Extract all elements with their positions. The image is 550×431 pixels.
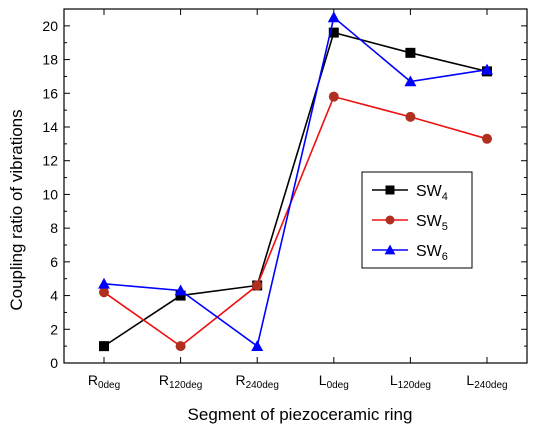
- y-tick-label: 8: [50, 220, 58, 236]
- data-point-circle: [482, 133, 492, 144]
- data-point-circle: [385, 215, 395, 225]
- series-sw6: [98, 11, 493, 351]
- plot-area-border: [63, 8, 528, 364]
- legend-label: SW6: [416, 243, 448, 263]
- x-axis-ticks: R0deg R120deg R240deg L0deg L120deg L240deg: [88, 9, 508, 391]
- x-tick-label: L240deg: [466, 372, 507, 391]
- data-point-circle: [328, 91, 339, 102]
- y-axis-title: Coupling ratio of vibrations: [7, 109, 26, 310]
- data-point-square: [385, 185, 395, 195]
- y-tick-label: 10: [42, 186, 58, 202]
- legend: SW4 SW5 SW6: [361, 171, 473, 269]
- x-tick-label: R0deg: [88, 372, 120, 391]
- y-axis-ticks: 0 2 4 6 8 10 12 14 16 18 20: [42, 18, 527, 371]
- data-point-triangle: [404, 75, 417, 87]
- x-axis-title: Segment of piezoceramic ring: [188, 405, 413, 424]
- y-tick-label: 20: [42, 18, 58, 34]
- data-point-circle: [99, 287, 109, 298]
- x-tick-label: L120deg: [390, 372, 431, 391]
- y-tick-label: 6: [50, 254, 58, 270]
- data-point-circle: [175, 341, 186, 352]
- y-tick-label: 0: [50, 355, 58, 371]
- data-point-square: [405, 47, 416, 58]
- data-point-square: [328, 27, 339, 38]
- data-point-circle: [405, 111, 416, 122]
- x-tick-label: R120deg: [159, 372, 203, 391]
- series-line: [103, 31, 488, 347]
- data-point-triangle: [327, 11, 340, 23]
- y-tick-label: 14: [42, 119, 58, 135]
- series-line: [103, 15, 488, 348]
- x-tick-label: L0deg: [319, 372, 349, 391]
- data-point-circle: [252, 280, 263, 291]
- y-tick-label: 4: [50, 288, 58, 304]
- legend-label: SW4: [416, 183, 448, 203]
- data-point-square: [175, 290, 186, 301]
- data-point-square: [99, 341, 109, 352]
- x-tick-label: R240deg: [235, 372, 279, 391]
- series-line: [103, 95, 488, 348]
- series-sw5: [99, 91, 492, 352]
- data-point-triangle: [384, 244, 396, 255]
- y-tick-label: 12: [42, 153, 58, 169]
- data-point-triangle: [174, 284, 187, 296]
- y-tick-label: 18: [42, 52, 58, 68]
- y-tick-label: 2: [50, 321, 58, 337]
- plot-frame: [63, 8, 528, 364]
- data-point-triangle: [251, 340, 264, 351]
- data-point-triangle: [481, 63, 493, 75]
- y-tick-label: 16: [42, 85, 58, 101]
- series-layer: [98, 11, 493, 352]
- legend-label: SW5: [416, 213, 448, 233]
- data-point-triangle: [98, 277, 110, 289]
